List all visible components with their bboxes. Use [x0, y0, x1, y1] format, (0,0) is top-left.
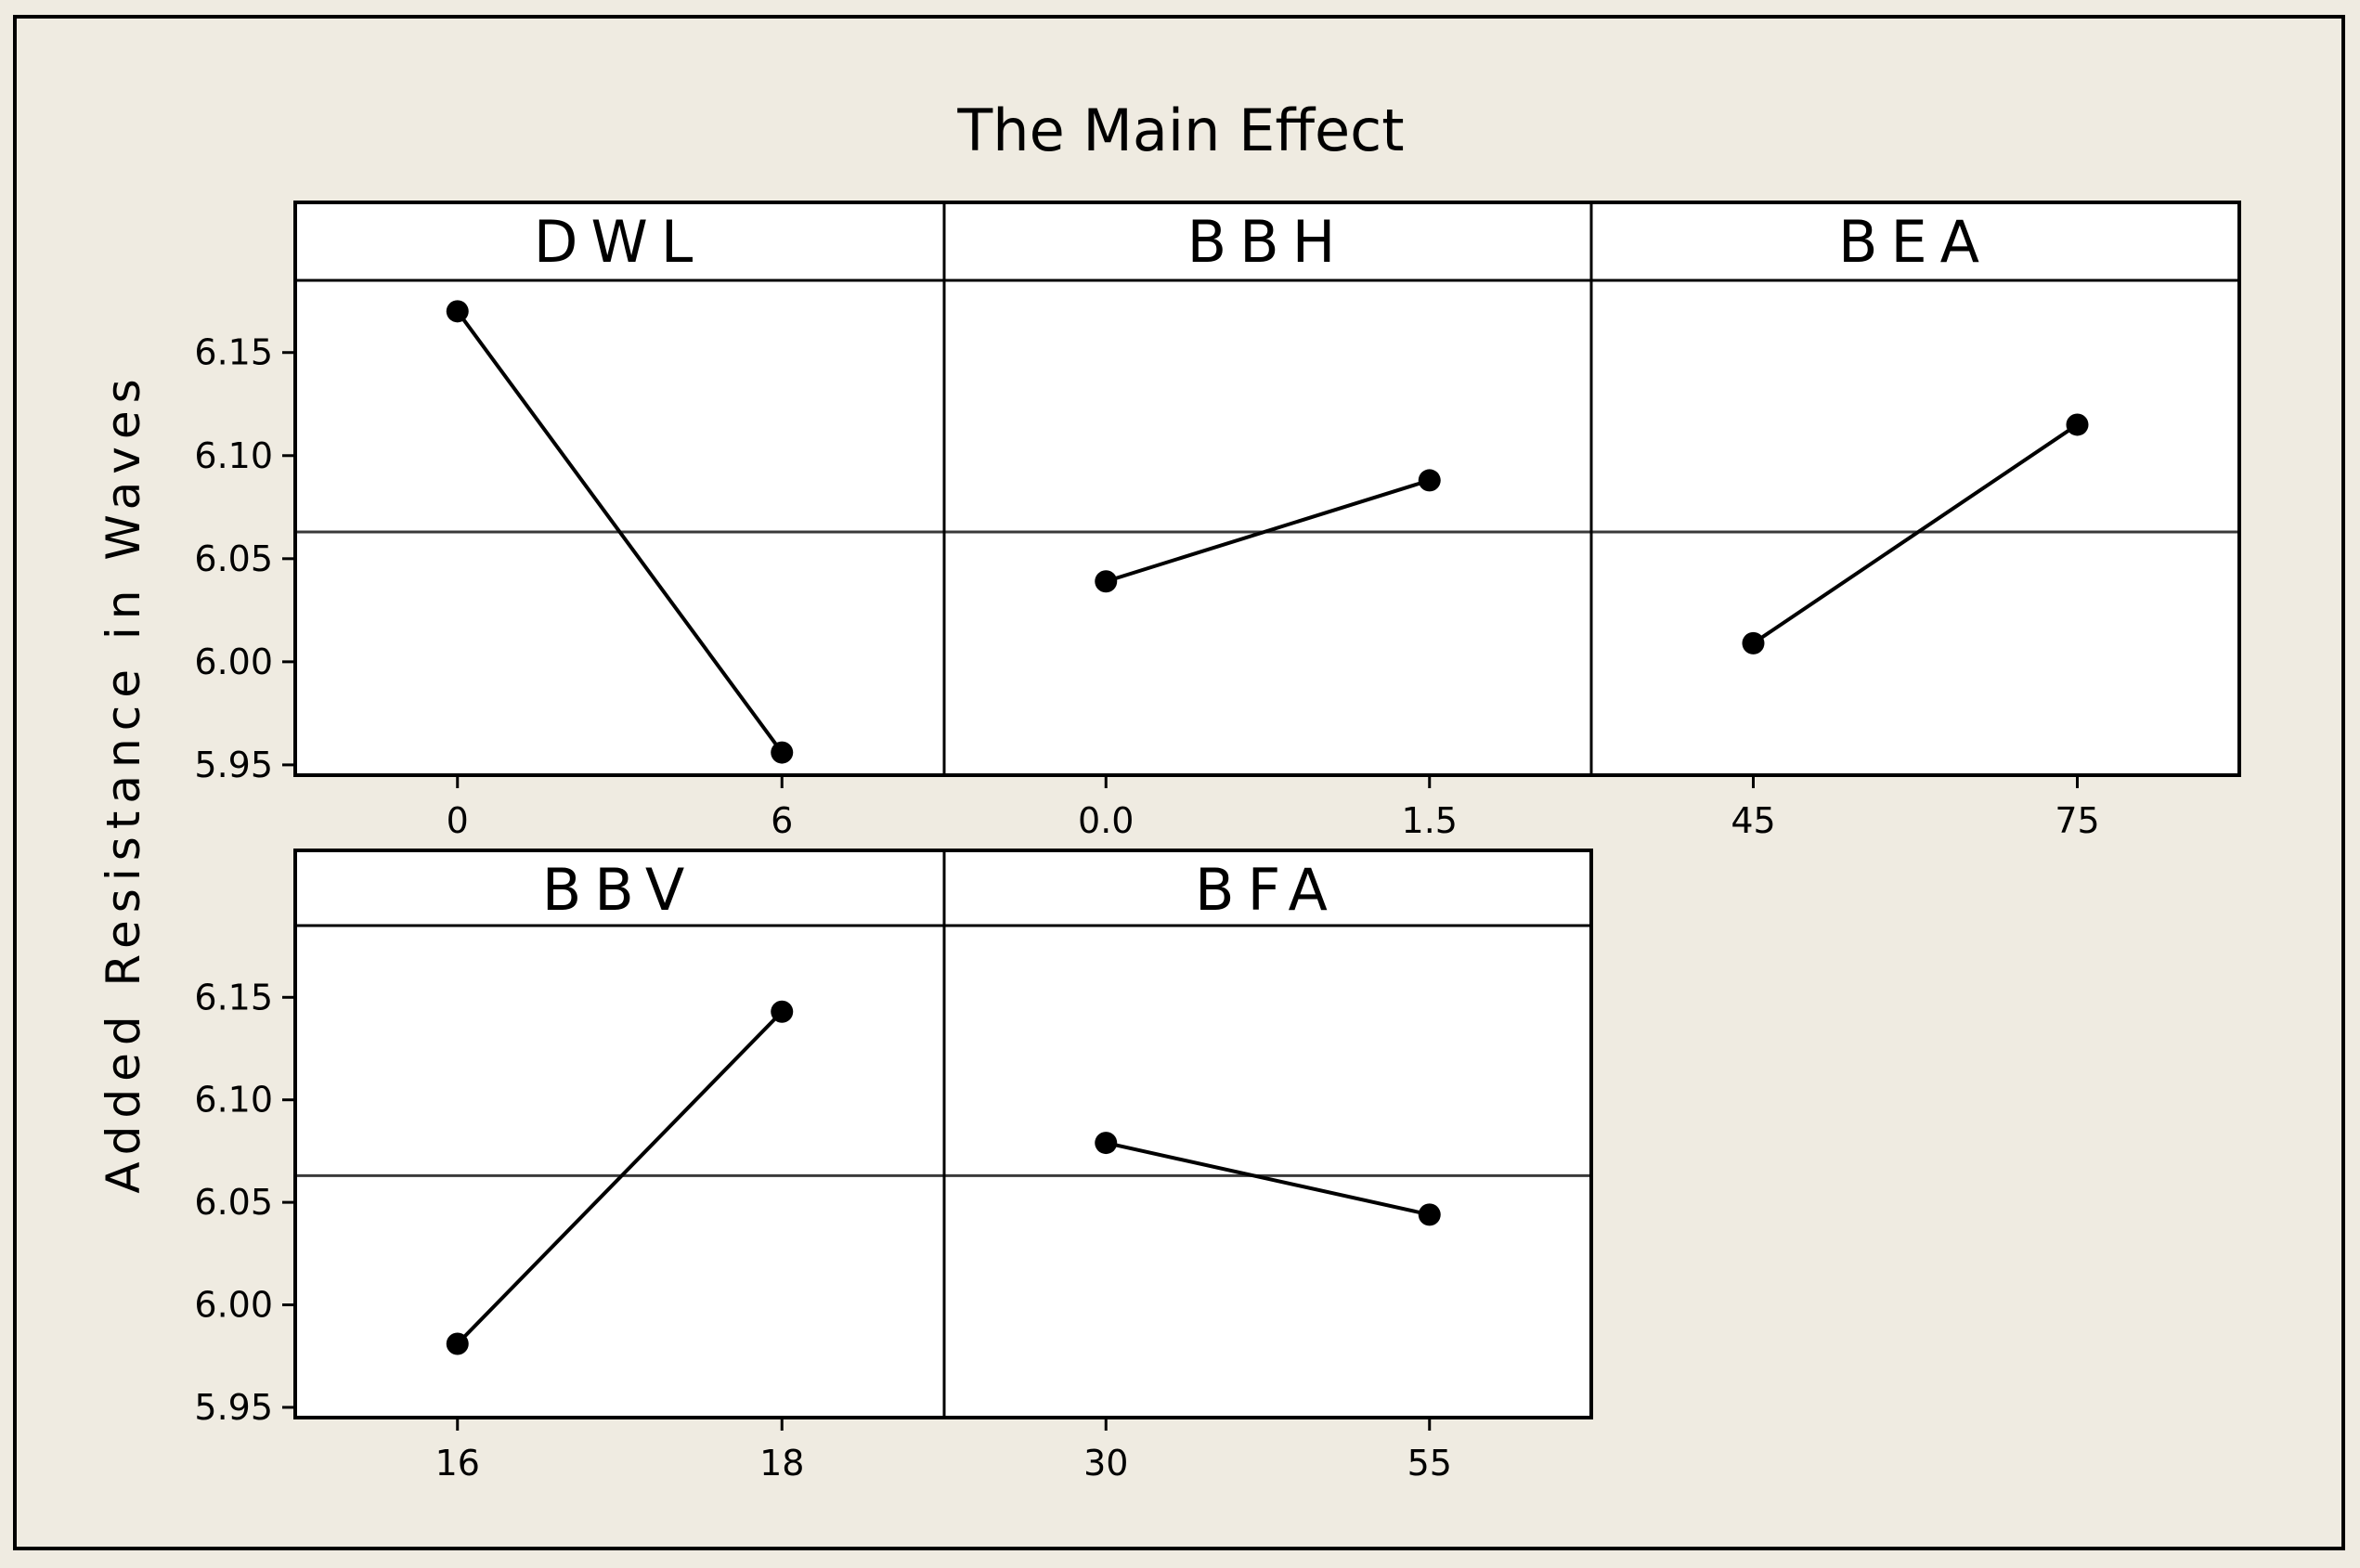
- data-point: [1095, 570, 1118, 593]
- panel-row-frame: [293, 201, 2241, 777]
- y-tick-label: 6.05: [194, 1182, 273, 1223]
- panel-strip-label: DWL: [534, 208, 707, 276]
- x-tick-label: 16: [435, 1443, 480, 1484]
- y-tick-label: 5.95: [194, 745, 273, 785]
- panels-group: 5.95 6.00 6.05 6.10 6.15 DWL 0 6 BBH 0.0 1.5 BEA 45 7…: [194, 201, 2241, 1484]
- x-tick-label: 6: [771, 800, 793, 841]
- data-point: [1742, 631, 1765, 654]
- y-tick-label: 6.00: [194, 641, 273, 682]
- panel-strip-label: BFA: [1195, 856, 1341, 924]
- x-tick-label: 30: [1083, 1443, 1128, 1484]
- y-tick-label: 6.05: [194, 538, 273, 579]
- chart-title: The Main Effect: [956, 97, 1404, 164]
- data-point: [2066, 413, 2089, 436]
- x-tick-label: 45: [1731, 800, 1775, 841]
- y-axis-label: Added Resistance in Waves: [97, 371, 150, 1193]
- x-tick-label: 1.5: [1402, 800, 1458, 841]
- x-tick-label: 0.0: [1078, 800, 1134, 841]
- effect-line: [456, 1010, 784, 1345]
- panel-strip-label: BEA: [1838, 208, 1992, 276]
- y-tick-label: 6.10: [194, 435, 273, 476]
- x-tick-label: 75: [2055, 800, 2099, 841]
- y-tick-label: 6.00: [194, 1285, 273, 1326]
- data-point: [446, 300, 469, 323]
- x-tick-label: 18: [759, 1443, 804, 1484]
- data-point: [1418, 1203, 1441, 1226]
- effect-line: [1105, 1141, 1431, 1217]
- data-point: [446, 1332, 469, 1355]
- data-point: [1418, 469, 1441, 492]
- y-tick-label: 6.15: [194, 332, 273, 373]
- panel-strip-label: BBH: [1187, 208, 1349, 276]
- panel-row-background: [295, 202, 2239, 775]
- data-point: [771, 1000, 794, 1023]
- data-point: [1095, 1132, 1118, 1155]
- effect-line: [456, 310, 784, 754]
- effect-line: [1752, 422, 2079, 645]
- x-tick-label: 0: [447, 800, 469, 841]
- x-tick-label: 55: [1407, 1443, 1452, 1484]
- panel-strip-label: BBV: [542, 856, 698, 924]
- y-tick-label: 6.10: [194, 1080, 273, 1121]
- data-point: [771, 741, 794, 764]
- y-tick-label: 6.15: [194, 977, 273, 1017]
- y-tick-label: 5.95: [194, 1387, 273, 1428]
- panel-row-frame: [293, 849, 1593, 1419]
- figure-border: [13, 15, 2345, 1550]
- effect-line: [1105, 478, 1431, 584]
